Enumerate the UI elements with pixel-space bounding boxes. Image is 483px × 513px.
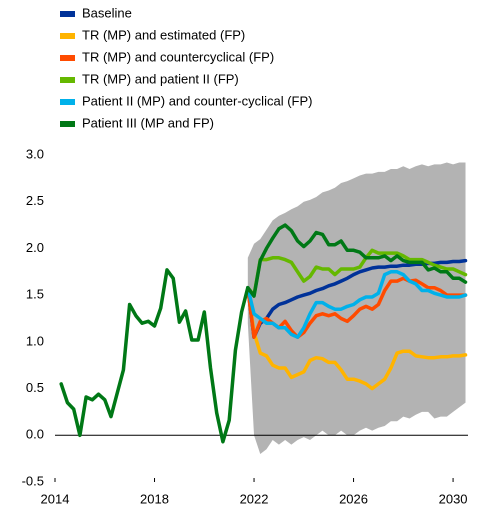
y-tick-label: 0.0 [26,427,44,442]
legend-item: Baseline [60,5,132,20]
legend-label: TR (MP) and patient II (FP) [82,71,239,86]
x-tick-label: 2030 [439,491,468,506]
uncertainty-band [247,162,466,454]
series-line [246,276,468,339]
legend-swatch [60,11,75,17]
series-line [246,285,468,391]
legend-item: Patient II (MP) and counter-cyclical (FP… [60,93,312,108]
legend-item: TR (MP) and estimated (FP) [60,27,245,42]
y-tick-label: 2.5 [26,193,44,208]
legend-swatch [60,55,75,61]
legend-swatch [60,99,75,105]
y-tick-label: 0.5 [26,380,44,395]
y-tick-label: 1.0 [26,333,44,348]
legend-label: Patient II (MP) and counter-cyclical (FP… [82,93,312,108]
series-line [246,248,468,297]
y-tick-label: 2.0 [26,240,44,255]
y-tick-label: 1.5 [26,287,44,302]
series-line [246,270,468,339]
y-tick-label: 3.0 [26,146,44,161]
x-tick-label: 2014 [41,491,70,506]
legend-item: Patient III (MP and FP) [60,115,214,130]
y-tick-label: -0.5 [22,473,44,488]
legend-label: TR (MP) and countercyclical (FP) [82,49,274,64]
legend-label: Patient III (MP and FP) [82,115,214,130]
legend-swatch [60,121,75,127]
legend-item: TR (MP) and patient II (FP) [60,71,239,86]
legend-swatch [60,33,75,39]
legend-label: TR (MP) and estimated (FP) [82,27,245,42]
series-line [59,223,468,444]
x-tick-label: 2026 [339,491,368,506]
legend-label: Baseline [82,5,132,20]
legend-swatch [60,77,75,83]
legend-item: TR (MP) and countercyclical (FP) [60,49,274,64]
x-tick-label: 2022 [240,491,269,506]
x-tick-label: 2018 [140,491,169,506]
